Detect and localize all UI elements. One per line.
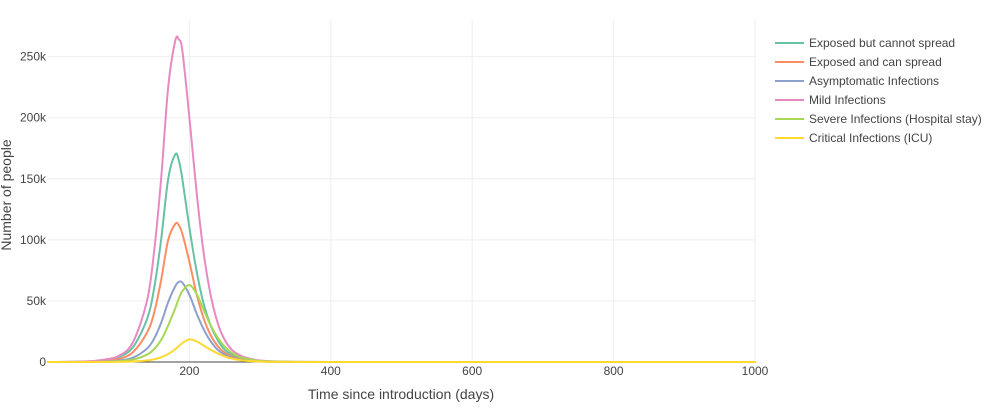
legend-item[interactable]: Critical Infections (ICU) [775,131,932,145]
legend-label: Exposed but cannot spread [809,36,955,50]
y-tick-label: 150k [20,172,47,186]
legend-item[interactable]: Exposed but cannot spread [775,36,955,50]
y-tick-label: 0 [39,355,46,369]
legend-item[interactable]: Severe Infections (Hospital stay) [775,112,982,126]
y-tick-label: 250k [20,50,47,64]
x-axis-title: Time since introduction (days) [308,386,494,402]
series-lines [47,35,756,364]
y-tick-label: 100k [20,233,47,247]
legend[interactable]: Exposed but cannot spread Exposed and can… [775,36,982,145]
legend-label: Mild Infections [809,93,886,107]
legend-label: Severe Infections (Hospital stay) [809,112,982,126]
x-tick-label: 600 [462,364,482,378]
legend-item[interactable]: Mild Infections [775,93,886,107]
x-axis-ticks: 200 400 600 800 1000 [179,364,768,378]
series-line-5[interactable] [47,284,756,364]
legend-label: Exposed and can spread [809,55,942,69]
x-tick-label: 200 [179,364,199,378]
series-line-6[interactable] [47,338,756,364]
legend-label: Critical Infections (ICU) [809,131,932,145]
x-tick-label: 1000 [742,364,769,378]
legend-label: Asymptomatic Infections [809,74,939,88]
y-tick-label: 50k [27,294,47,308]
x-tick-label: 400 [321,364,341,378]
y-tick-label: 200k [20,111,47,125]
legend-item[interactable]: Exposed and can spread [775,55,942,69]
legend-item[interactable]: Asymptomatic Infections [775,74,939,88]
y-axis-title: Number of people [0,139,14,251]
y-axis-ticks: 0 50k 100k 150k 200k 250k [20,50,47,369]
x-tick-label: 800 [604,364,624,378]
